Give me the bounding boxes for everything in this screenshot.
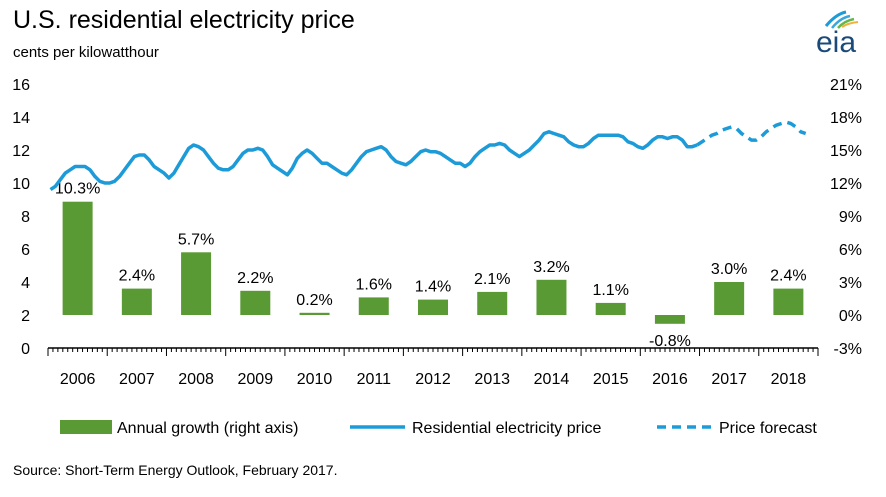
right-tick-label: 21% [830,77,862,94]
growth-bar-label: 3.2% [533,259,569,276]
axes-group: 2006 2007 2008 2009 2010 2011 2012 2013 2014 2015… [12,77,862,388]
left-tick-label: 10 [12,176,30,193]
growth-bar [418,299,448,315]
growth-bar-label: 5.7% [178,231,214,248]
left-tick-label: 6 [21,242,30,259]
x-tick-label: 2011 [357,371,392,388]
right-tick-label: 0% [839,308,862,325]
right-tick-label: 9% [839,209,862,226]
x-tick-label: 2015 [593,371,629,388]
growth-bar-label: 10.3% [55,181,100,198]
growth-bar [773,288,804,315]
growth-bar-label: 2.2% [237,270,273,287]
growth-bar [121,288,152,315]
growth-bar-label: -0.8% [649,333,691,350]
price-line [49,130,698,192]
left-tick-label: 4 [21,275,30,292]
growth-bar [654,315,685,324]
eia-logo: eia [816,10,859,58]
legend-bar-swatch [60,420,112,434]
growth-bar [299,312,330,315]
x-tick-label: 2007 [119,371,155,388]
legend-line-label: Residential electricity price [412,420,602,437]
growth-bar-label: 2.4% [119,268,155,285]
x-tick-label: 2017 [711,371,747,388]
right-tick-label: 18% [830,110,862,127]
x-tick-label: 2016 [652,371,688,388]
growth-bar [536,279,567,315]
x-tick-label: 2009 [238,371,274,388]
chart-title: U.S. residential electricity price [13,6,355,34]
growth-bar-label: 0.2% [296,292,332,309]
left-tick-label: 2 [21,308,30,325]
x-tick-label: 2008 [178,371,214,388]
growth-bar [595,302,626,315]
growth-bar-label: 2.1% [474,271,510,288]
growth-bar [181,252,212,315]
left-tick-label: 12 [12,143,30,160]
growth-bar [62,201,93,315]
legend: Annual growth (right axis) Residential el… [60,420,817,437]
growth-bar [358,297,389,315]
right-tick-label: 12% [830,176,862,193]
right-tick-label: -3% [834,341,862,358]
left-tick-label: 14 [12,110,30,127]
lines-group [49,120,807,192]
bar-labels-group: 10.3% 2.4% 5.7% 2.2% 0.2% 1.6% 1.4% 2.1% 3.2% 1.1… [55,181,807,350]
x-tick-label: 2010 [297,371,333,388]
growth-bar-label: 1.1% [592,282,628,299]
growth-bar [714,282,745,315]
growth-bar [477,291,508,315]
x-tick-label: 2018 [771,371,807,388]
right-tick-label: 15% [830,143,862,160]
growth-bar [240,290,271,315]
x-tick-label: 2006 [60,371,96,388]
x-tick-label: 2013 [474,371,510,388]
x-tick-label: 2014 [534,371,570,388]
growth-bar-label: 2.4% [770,268,806,285]
right-tick-label: 3% [839,275,862,292]
left-tick-label: 16 [12,77,30,94]
forecast-line [696,120,807,147]
right-tick-label: 6% [839,242,862,259]
growth-bar-label: 3.0% [711,261,747,278]
sun-rays-icon [824,10,859,29]
bars-group [62,201,804,324]
legend-bar-label: Annual growth (right axis) [117,420,298,437]
chart-subtitle: cents per kilowatthour [13,44,159,61]
x-tick-label: 2012 [415,371,451,388]
left-tick-label: 8 [21,209,30,226]
legend-forecast-label: Price forecast [719,420,817,437]
growth-bar-label: 1.4% [415,279,451,296]
left-tick-label: 0 [21,341,30,358]
growth-bar-label: 1.6% [356,276,392,293]
logo-wordmark: eia [816,26,856,58]
source-note: Source: Short-Term Energy Outlook, Febru… [13,462,338,478]
